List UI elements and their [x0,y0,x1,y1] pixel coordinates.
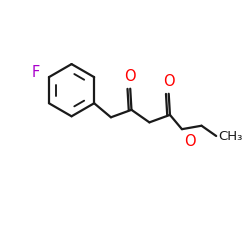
Text: CH₃: CH₃ [218,130,242,143]
Text: O: O [124,69,136,84]
Text: O: O [163,74,174,89]
Text: F: F [32,65,40,80]
Text: O: O [184,134,196,149]
